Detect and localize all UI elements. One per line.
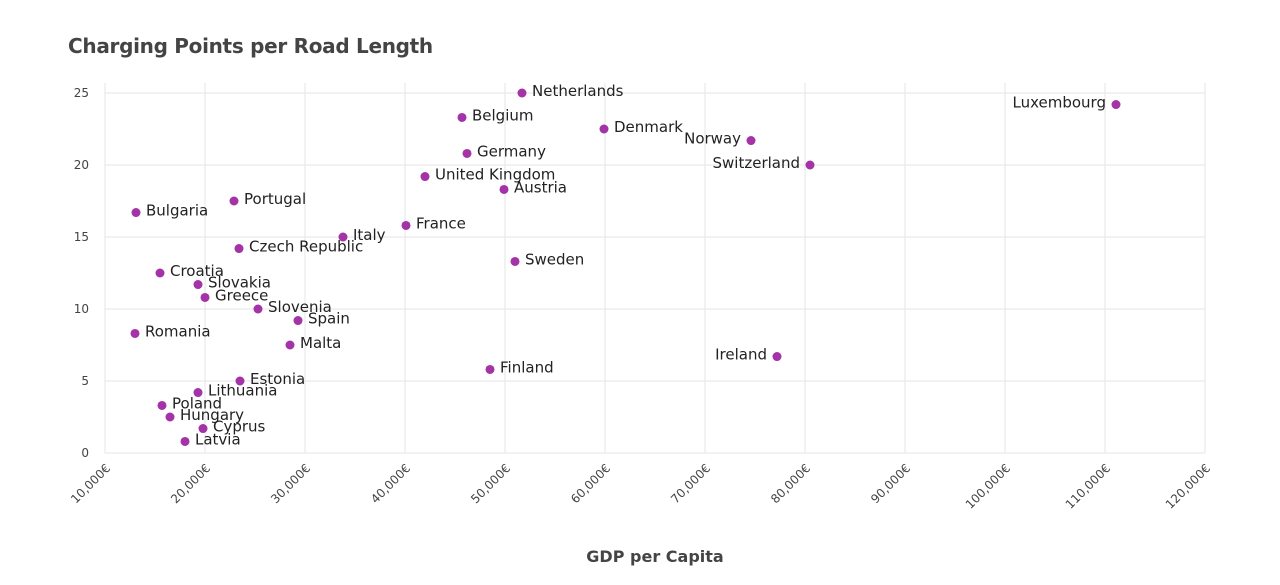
data-point: [229, 196, 239, 206]
data-label: Lithuania: [208, 382, 277, 400]
x-tick-label: 90,000€: [868, 461, 913, 506]
data-point: [235, 376, 245, 386]
data-label: Spain: [308, 310, 350, 328]
data-label: Ireland: [715, 346, 767, 364]
data-label: Cyprus: [213, 418, 266, 436]
data-label: Denmark: [614, 118, 683, 136]
data-label: Slovakia: [208, 274, 271, 292]
x-tick-label: 100,000€: [963, 461, 1013, 511]
data-point: [746, 136, 756, 146]
x-tick-label: 110,000€: [1063, 461, 1113, 511]
data-point: [193, 388, 203, 398]
data-point: [234, 244, 244, 254]
data-label: Germany: [477, 142, 546, 160]
x-tick-label: 70,000€: [668, 461, 713, 506]
data-point: [157, 400, 167, 410]
data-point: [805, 160, 815, 170]
data-point: [165, 412, 175, 422]
data-label: Slovenia: [268, 298, 332, 316]
data-point: [285, 340, 295, 350]
data-label: Poland: [172, 394, 222, 412]
y-tick-label: 10: [74, 302, 89, 316]
data-point: [599, 124, 609, 134]
data-label: Belgium: [472, 106, 534, 124]
y-axis-ticks: 0 5 10 15 20 25: [74, 86, 89, 460]
x-tick-label: 50,000€: [468, 461, 513, 506]
grid-lines: [104, 83, 1206, 454]
x-tick-label: 120,000€: [1163, 461, 1213, 511]
data-point: [772, 352, 782, 362]
data-labels: Netherlands Luxembourg Belgium DenmarkNorwa…: [145, 82, 1106, 448]
data-point: [401, 220, 411, 230]
data-points: [130, 88, 1121, 446]
data-label: Greece: [215, 286, 268, 304]
data-label: France: [416, 214, 466, 232]
data-label: Croatia: [170, 262, 224, 280]
data-point: [499, 184, 509, 194]
data-point: [200, 292, 210, 302]
data-label: Switzerland: [713, 154, 801, 172]
data-point: [130, 328, 140, 338]
data-label: Czech Republic: [249, 238, 363, 256]
chart-title: Charging Points per Road Length: [68, 34, 433, 58]
data-point: [517, 88, 527, 98]
y-tick-label: 15: [74, 230, 89, 244]
data-label: Romania: [145, 322, 211, 340]
data-point: [462, 148, 472, 158]
data-label: Norway: [684, 130, 741, 148]
data-label: Finland: [500, 358, 554, 376]
data-point: [155, 268, 165, 278]
y-tick-label: 5: [81, 374, 89, 388]
x-tick-label: 80,000€: [768, 461, 813, 506]
data-point: [457, 112, 467, 122]
data-label: Hungary: [180, 406, 244, 424]
x-tick-label: 30,000€: [268, 461, 313, 506]
data-label: Luxembourg: [1013, 94, 1107, 112]
data-label: Portugal: [244, 190, 306, 208]
data-label: Sweden: [525, 250, 584, 268]
data-point: [180, 436, 190, 446]
data-point: [198, 424, 208, 434]
data-label: Italy: [353, 226, 386, 244]
data-point: [485, 364, 495, 374]
data-label: Bulgaria: [146, 202, 208, 220]
y-tick-label: 0: [81, 446, 89, 460]
data-label: Latvia: [195, 430, 241, 448]
x-tick-label: 60,000€: [568, 461, 613, 506]
x-tick-label: 40,000€: [368, 461, 413, 506]
data-point: [510, 256, 520, 266]
x-axis-ticks: 10,000€ 20,000€ 30,000€ 40,000€ 50,000€ 60,00…: [68, 461, 1213, 511]
y-tick-label: 25: [74, 86, 89, 100]
x-tick-label: 20,000€: [168, 461, 213, 506]
data-label: Netherlands: [532, 82, 624, 100]
data-label: Malta: [300, 334, 341, 352]
x-axis-title: GDP per Capita: [586, 547, 724, 566]
data-point: [420, 172, 430, 182]
data-label: Estonia: [250, 370, 305, 388]
data-point: [131, 208, 141, 218]
y-tick-label: 20: [74, 158, 89, 172]
data-point: [338, 232, 348, 242]
data-point: [293, 316, 303, 326]
data-point: [253, 304, 263, 314]
data-point: [1111, 100, 1121, 110]
data-label: United Kingdom: [435, 166, 555, 184]
data-label: Austria: [514, 178, 567, 196]
x-tick-label: 10,000€: [68, 461, 113, 506]
data-point: [193, 280, 203, 290]
